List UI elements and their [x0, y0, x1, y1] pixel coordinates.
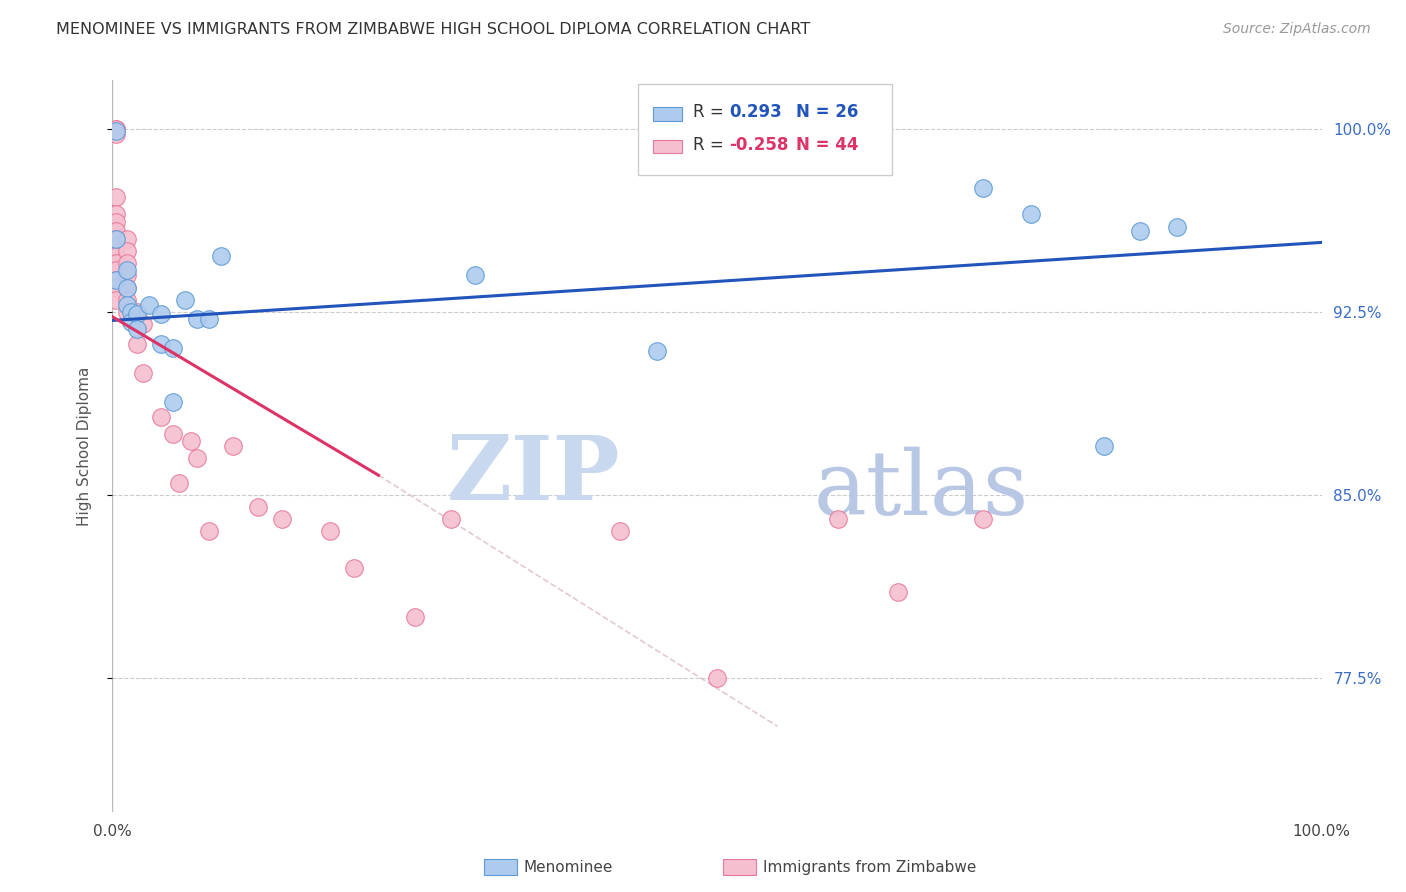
Point — [125, 336, 148, 351]
Point — [162, 395, 184, 409]
Point — [125, 305, 148, 319]
FancyBboxPatch shape — [638, 84, 893, 176]
Point — [105, 232, 128, 246]
Point — [246, 500, 269, 514]
Point — [105, 293, 128, 307]
Text: atlas: atlas — [814, 446, 1029, 533]
Point — [105, 273, 128, 287]
Point — [115, 256, 138, 270]
Point — [319, 524, 342, 539]
Point — [125, 322, 148, 336]
Point — [105, 124, 128, 138]
Point — [706, 671, 728, 685]
Point — [343, 561, 366, 575]
Text: MENOMINEE VS IMMIGRANTS FROM ZIMBABWE HIGH SCHOOL DIPLOMA CORRELATION CHART: MENOMINEE VS IMMIGRANTS FROM ZIMBABWE HI… — [56, 22, 810, 37]
Y-axis label: High School Diploma: High School Diploma — [77, 367, 91, 525]
Point — [105, 215, 128, 229]
Point — [1129, 224, 1152, 238]
Point — [105, 280, 128, 294]
Point — [125, 307, 148, 321]
Point — [186, 451, 208, 466]
Point — [115, 297, 138, 311]
Point — [645, 343, 668, 358]
Text: Immigrants from Zimbabwe: Immigrants from Zimbabwe — [763, 860, 977, 874]
Point — [209, 249, 232, 263]
Point — [132, 317, 155, 331]
Point — [115, 244, 138, 258]
Point — [162, 342, 184, 356]
Text: R =: R = — [693, 136, 724, 153]
Point — [1021, 207, 1043, 221]
Point — [138, 297, 160, 311]
Point — [162, 426, 184, 441]
Point — [198, 524, 221, 539]
Point — [464, 268, 486, 283]
Text: R =: R = — [693, 103, 728, 120]
Text: N = 44: N = 44 — [796, 136, 858, 153]
Point — [270, 512, 292, 526]
Point — [972, 180, 994, 194]
Point — [105, 207, 128, 221]
Point — [222, 439, 245, 453]
Point — [167, 475, 190, 490]
Point — [105, 273, 128, 287]
Point — [149, 409, 172, 424]
Point — [105, 249, 128, 263]
Point — [105, 122, 128, 136]
Point — [105, 127, 128, 141]
Point — [132, 366, 155, 380]
Point — [149, 336, 172, 351]
Point — [115, 305, 138, 319]
Point — [198, 312, 221, 326]
Point — [105, 232, 128, 246]
Point — [1092, 439, 1115, 453]
Point — [105, 122, 128, 136]
FancyBboxPatch shape — [652, 107, 682, 120]
Point — [887, 585, 910, 599]
Point — [105, 263, 128, 277]
Point — [115, 268, 138, 283]
Point — [105, 190, 128, 204]
Text: 0.293: 0.293 — [730, 103, 782, 120]
Point — [115, 280, 138, 294]
Text: -0.258: -0.258 — [730, 136, 789, 153]
Text: N = 26: N = 26 — [796, 103, 858, 120]
Point — [186, 312, 208, 326]
Point — [180, 434, 202, 449]
Text: Source: ZipAtlas.com: Source: ZipAtlas.com — [1223, 22, 1371, 37]
Point — [115, 293, 138, 307]
Point — [174, 293, 197, 307]
Point — [105, 239, 128, 253]
Point — [827, 512, 849, 526]
Point — [120, 315, 142, 329]
Point — [120, 305, 142, 319]
Point — [440, 512, 463, 526]
Point — [115, 280, 138, 294]
FancyBboxPatch shape — [652, 140, 682, 153]
Point — [115, 232, 138, 246]
Point — [404, 609, 426, 624]
Point — [149, 307, 172, 321]
Point — [105, 256, 128, 270]
Point — [609, 524, 631, 539]
Point — [1166, 219, 1188, 234]
Point — [972, 512, 994, 526]
Point — [105, 224, 128, 238]
Text: Menominee: Menominee — [523, 860, 613, 874]
Point — [115, 263, 138, 277]
Text: ZIP: ZIP — [447, 432, 620, 519]
